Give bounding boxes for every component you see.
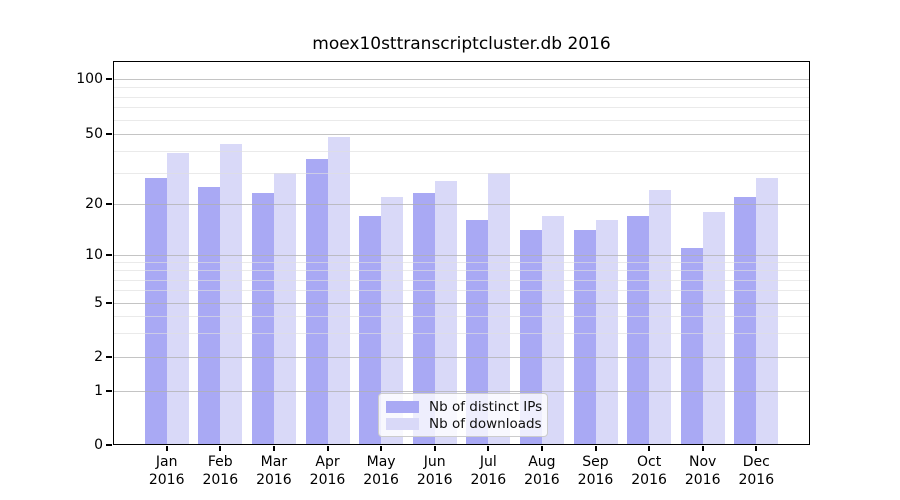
x-tick-mark	[540, 446, 543, 451]
y-minor-gridline	[113, 279, 810, 281]
bar-distinct-ips	[251, 193, 274, 445]
y-tick-label: 20	[85, 196, 103, 212]
bar-downloads	[595, 220, 618, 445]
bar-downloads	[541, 215, 564, 445]
bar-distinct-ips	[734, 196, 757, 445]
legend-label-distinct-ips: Nb of distinct IPs	[429, 399, 543, 415]
x-tick-label: May 2016	[363, 454, 399, 488]
x-tick-label: Nov 2016	[684, 454, 721, 488]
y-minor-gridline	[113, 290, 810, 292]
x-tick-label: Jul 2016	[470, 454, 507, 488]
y-major-gridline	[113, 357, 810, 358]
plot-area	[113, 61, 810, 445]
bar-downloads	[488, 173, 511, 445]
bar-downloads	[381, 196, 404, 445]
x-tick-mark	[433, 446, 436, 451]
legend-label-downloads: Nb of downloads	[429, 416, 542, 432]
y-major-gridline	[113, 391, 810, 392]
x-tick-mark	[326, 446, 329, 451]
y-minor-gridline	[113, 87, 810, 89]
bar-downloads	[702, 211, 725, 445]
x-tick-label: Sep 2016	[577, 454, 614, 488]
y-tick-label: 0	[94, 437, 103, 453]
y-tick-label: 100	[76, 71, 103, 87]
x-tick-label: Feb 2016	[202, 454, 239, 488]
y-tick-label: 5	[94, 295, 103, 311]
bar-downloads	[649, 190, 672, 445]
y-minor-gridline	[113, 316, 810, 318]
bar-distinct-ips	[198, 186, 221, 445]
bar-distinct-ips	[466, 220, 489, 445]
x-tick-mark	[648, 446, 651, 451]
bar-distinct-ips	[305, 159, 328, 445]
x-tick-label: Oct 2016	[631, 454, 667, 488]
y-tick-label: 2	[94, 349, 103, 365]
bar-downloads	[166, 152, 189, 445]
bar-downloads	[756, 178, 779, 445]
y-tick-mark	[106, 254, 112, 256]
y-tick-label: 50	[85, 126, 103, 142]
bar-distinct-ips	[144, 178, 167, 445]
y-minor-gridline	[113, 151, 810, 153]
y-tick-mark	[106, 356, 112, 358]
bar-downloads	[434, 181, 457, 445]
y-minor-gridline	[113, 107, 810, 109]
y-tick-label: 10	[85, 247, 103, 263]
x-tick-mark	[487, 446, 490, 451]
legend-swatch-downloads	[386, 418, 419, 430]
legend-swatch-distinct-ips	[386, 401, 419, 413]
bar-downloads	[220, 143, 243, 445]
x-tick-mark	[755, 446, 758, 451]
y-tick-mark	[106, 78, 112, 80]
x-tick-mark	[165, 446, 168, 451]
legend-entry-distinct-ips: Nb of distinct IPs	[386, 399, 543, 415]
x-tick-mark	[380, 446, 383, 451]
x-tick-label: Apr 2016	[309, 454, 346, 488]
y-minor-gridline	[113, 173, 810, 175]
y-minor-gridline	[113, 333, 810, 335]
legend: Nb of distinct IPs Nb of downloads	[378, 393, 548, 437]
bar-distinct-ips	[359, 215, 382, 445]
y-tick-label: 1	[94, 383, 103, 399]
bar-downloads	[273, 173, 296, 445]
x-tick-label: Dec 2016	[738, 454, 775, 488]
chart-title: moex10sttranscriptcluster.db 2016	[312, 34, 611, 54]
x-tick-mark	[594, 446, 597, 451]
x-tick-mark	[701, 446, 704, 451]
y-minor-gridline	[113, 262, 810, 264]
x-tick-label: Jun 2016	[416, 454, 453, 488]
y-major-gridline	[113, 255, 810, 256]
legend-entry-downloads: Nb of downloads	[386, 416, 542, 432]
x-tick-mark	[219, 446, 222, 451]
y-major-gridline	[113, 303, 810, 304]
y-minor-gridline	[113, 96, 810, 98]
bar-distinct-ips	[412, 193, 435, 445]
y-tick-mark	[106, 302, 112, 304]
y-major-gridline	[113, 204, 810, 205]
y-tick-mark	[106, 444, 112, 446]
bar-distinct-ips	[680, 247, 703, 445]
y-tick-mark	[106, 203, 112, 205]
bar-distinct-ips	[627, 215, 650, 445]
y-tick-mark	[106, 133, 112, 135]
x-tick-mark	[272, 446, 275, 451]
x-tick-label: Jan 2016	[148, 454, 185, 488]
y-minor-gridline	[113, 119, 810, 121]
y-minor-gridline	[113, 270, 810, 272]
x-tick-label: Aug 2016	[524, 454, 560, 488]
y-tick-mark	[106, 390, 112, 392]
y-major-gridline	[113, 79, 810, 80]
x-tick-label: Mar 2016	[256, 454, 292, 488]
y-major-gridline	[113, 134, 810, 135]
